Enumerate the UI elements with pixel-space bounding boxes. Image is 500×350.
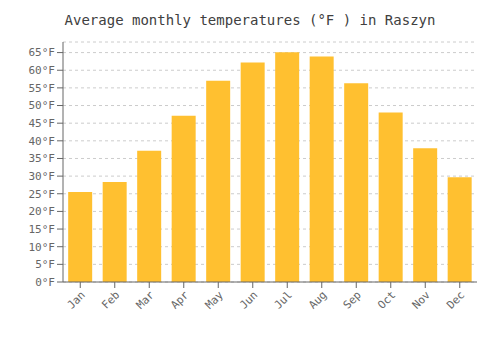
svg-text:Mar: Mar [134, 288, 158, 312]
svg-text:5°F: 5°F [35, 258, 55, 271]
svg-text:Dec: Dec [444, 288, 467, 311]
svg-text:30°F: 30°F [29, 170, 56, 183]
svg-text:Feb: Feb [99, 288, 122, 311]
svg-text:50°F: 50°F [29, 99, 56, 112]
svg-text:65°F: 65°F [29, 46, 56, 59]
svg-text:Sep: Sep [341, 288, 364, 311]
svg-text:Jan: Jan [65, 288, 88, 311]
svg-text:45°F: 45°F [29, 117, 56, 130]
svg-text:Oct: Oct [375, 288, 398, 311]
svg-text:55°F: 55°F [29, 82, 56, 95]
svg-text:Apr: Apr [168, 288, 192, 312]
svg-text:Nov: Nov [410, 288, 434, 312]
svg-text:10°F: 10°F [29, 241, 56, 254]
html-text:Average monthly temperatures (: Average monthly temperatures (°F ) in Ra… [64, 12, 436, 28]
svg-text:35°F: 35°F [29, 152, 56, 165]
svg-text:25°F: 25°F [29, 188, 56, 201]
svg-text:Jul: Jul [272, 288, 295, 311]
svg-text:May: May [203, 288, 227, 312]
svg-text:15°F: 15°F [29, 223, 56, 236]
svg-text:Jun: Jun [237, 288, 260, 311]
svg-text:20°F: 20°F [29, 205, 56, 218]
svg-text:0°F: 0°F [35, 276, 55, 289]
svg-text:60°F: 60°F [29, 64, 56, 77]
svg-text:40°F: 40°F [29, 135, 56, 148]
svg-text:Aug: Aug [306, 288, 329, 311]
